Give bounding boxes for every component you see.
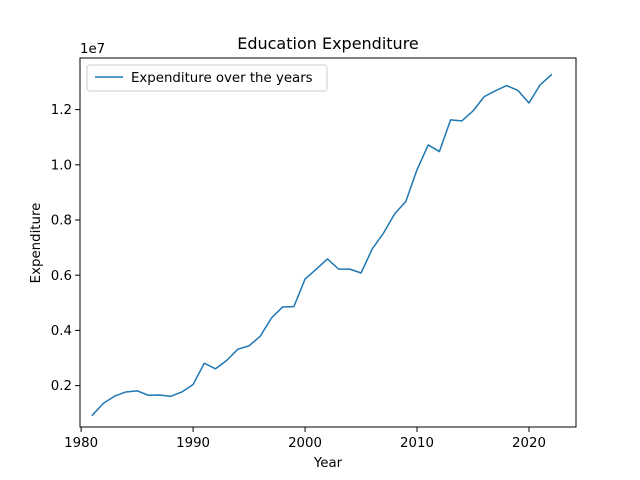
x-axis-label: Year [313, 456, 343, 471]
y-tick-label: 0.2 [51, 379, 72, 394]
x-tick-label: 1980 [64, 436, 98, 451]
y-offset-label: 1e7 [80, 42, 105, 57]
x-tick-label: 2000 [288, 436, 322, 451]
axes-frame [79, 57, 577, 428]
y-tick-label: 0.6 [51, 269, 72, 284]
x-axis: 1980 1990 2000 2010 2020 [64, 427, 546, 451]
y-axis: 0.2 0.4 0.6 0.8 1.0 1.2 [51, 103, 80, 394]
legend-label: Expenditure over the years [131, 71, 313, 86]
x-tick-label: 2010 [400, 436, 434, 451]
plot-area [91, 73, 553, 417]
x-tick-label: 2020 [512, 436, 546, 451]
y-tick-label: 0.4 [51, 324, 72, 339]
x-tick-label: 1990 [176, 436, 210, 451]
y-tick-label: 0.8 [51, 214, 72, 229]
legend: Expenditure over the years [86, 64, 328, 92]
y-tick-label: 1.2 [51, 103, 72, 118]
legend-box [86, 64, 328, 92]
chart-title: Education Expenditure [237, 34, 419, 53]
y-axis-label: Expenditure [29, 203, 44, 284]
series-line [91, 73, 553, 417]
y-tick-label: 1.0 [51, 158, 72, 173]
